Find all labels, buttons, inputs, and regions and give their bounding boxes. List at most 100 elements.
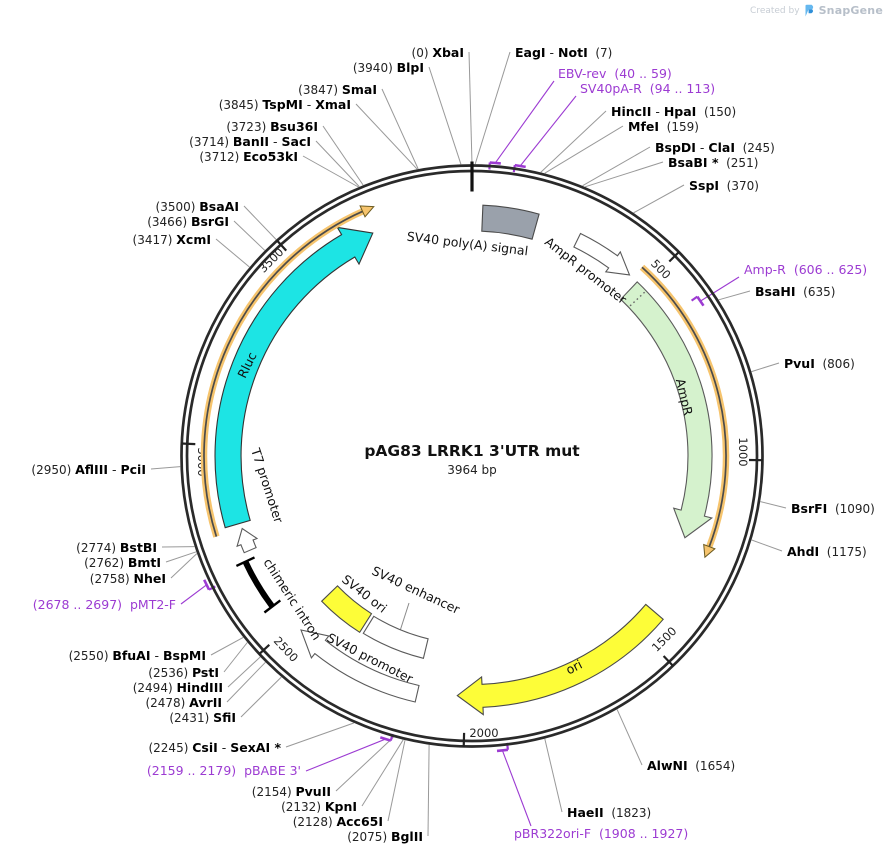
enzyme-label-bsu36i[interactable]: (3723) Bsu36I — [226, 119, 318, 134]
primer-label-pbr322ori-f[interactable]: pBR322ori-F (1908 .. 1927) — [514, 826, 688, 841]
orf-arrow-head-ampr-reading-frame — [703, 543, 716, 559]
enzyme-label-pvui[interactable]: PvuI (806) — [784, 356, 855, 371]
enzyme-line-pvui — [751, 362, 780, 373]
primer-label-pbabe-3[interactable]: (2159 .. 2179) pBABE 3' — [147, 763, 301, 778]
enzyme-label-banii-saci[interactable]: (3714) BanII - SacI — [189, 134, 311, 149]
primer-label-sv40pa-r[interactable]: SV40pA-R (94 .. 113) — [580, 81, 715, 96]
enzyme-label-eagi-noti[interactable]: EagI - NotI (7) — [515, 45, 612, 60]
enzyme-line-avrii — [226, 661, 266, 703]
feature-sv40-promoter[interactable] — [300, 629, 420, 703]
enzyme-label-bsrfi[interactable]: BsrFI (1090) — [791, 501, 875, 516]
ruler-tick-3500 — [275, 239, 288, 252]
enzyme-line-bspdi-clai — [582, 146, 651, 187]
primer-line-pmt2-f — [180, 584, 207, 605]
primer-mark-pmt2-f — [203, 579, 211, 591]
primer-label-amp-r[interactable]: Amp-R (606 .. 625) — [744, 262, 867, 277]
enzyme-label-xcmi[interactable]: (3417) XcmI — [133, 232, 211, 247]
enzyme-line-bsu36i — [322, 125, 364, 186]
enzyme-label-tspmi-xmai[interactable]: (3845) TspMI - XmaI — [219, 97, 351, 112]
enzyme-label-bsaai[interactable]: (3500) BsaAI — [156, 199, 239, 214]
enzyme-label-avrii[interactable]: (2478) AvrII — [145, 695, 222, 710]
enzyme-label-ahdi[interactable]: AhdI (1175) — [787, 544, 867, 559]
primer-label-ebv-rev[interactable]: EBV-rev (40 .. 59) — [558, 66, 672, 81]
enzyme-line-bsabi — [584, 161, 664, 188]
ruler-tick-3000 — [181, 442, 196, 446]
enzyme-label-eco53ki[interactable]: (3712) Eco53kI — [199, 149, 298, 164]
feature-t7-promoter[interactable] — [236, 527, 259, 554]
enzyme-label-sfii[interactable]: (2431) SfiI — [169, 710, 236, 725]
enzyme-line-afliii-pcii — [150, 466, 181, 470]
enzyme-label-pvuii[interactable]: (2154) PvuII — [252, 784, 331, 799]
primer-mark-nub-amp-r — [690, 295, 698, 302]
enzyme-label-bstbi[interactable]: (2774) BstBI — [76, 540, 157, 555]
feature-chimeric-intron-cap-0 — [263, 599, 282, 614]
feature-ampr-truncation-dots — [629, 291, 646, 307]
feature-ampr-promoter[interactable] — [573, 232, 631, 276]
enzyme-label-bmti[interactable]: (2762) BmtI — [84, 555, 161, 570]
enzyme-line-eagi-noti — [474, 51, 511, 165]
enzyme-line-blpi — [428, 66, 462, 165]
enzyme-label-bsabi[interactable]: BsaBI * (251) — [668, 155, 758, 170]
enzyme-line-xcmi — [215, 238, 250, 268]
enzyme-label-bspdi-clai[interactable]: BspDI - ClaI (245) — [655, 140, 775, 155]
enzyme-label-hindiii[interactable]: (2494) HindIII — [133, 680, 223, 695]
enzyme-label-afliii-pcii[interactable]: (2950) AflIII - PciI — [31, 462, 146, 477]
feature-sv40-poly-a-signal[interactable] — [481, 204, 540, 240]
watermark-created-by: Created by — [750, 5, 800, 16]
feature-label-t7-promoter[interactable]: T7 promoter — [248, 445, 287, 525]
enzyme-line-ahdi — [751, 539, 783, 552]
primer-mark-pbabe-3 — [379, 736, 392, 742]
enzyme-line-banii-saci — [315, 140, 360, 187]
enzyme-line-hincii-hpai — [540, 110, 607, 173]
enzyme-line-mfei — [544, 125, 624, 174]
enzyme-label-csii-sexai[interactable]: (2245) CsiI - SexAI * — [148, 740, 281, 755]
enzyme-line-psti — [223, 642, 248, 673]
enzyme-line-pvuii — [335, 736, 394, 792]
snapgene-watermark: Created by SnapGene — [750, 4, 883, 17]
feature-line-sv40-enhancer — [399, 602, 410, 632]
enzyme-label-sspi[interactable]: SspI (370) — [689, 178, 759, 193]
enzyme-label-bglii[interactable]: (2075) BglII — [347, 829, 423, 844]
primer-line-pbabe-3 — [305, 738, 386, 772]
enzyme-label-nhei[interactable]: (2758) NheI — [90, 571, 166, 586]
enzyme-label-kpni[interactable]: (2132) KpnI — [281, 799, 357, 814]
snapgene-logo-icon — [804, 4, 815, 17]
enzyme-line-bsrfi — [760, 501, 787, 509]
enzyme-label-bsahi[interactable]: BsaHI (635) — [755, 284, 835, 299]
enzyme-label-hincii-hpai[interactable]: HincII - HpaI (150) — [611, 104, 736, 119]
feature-label-ori[interactable]: ori — [563, 657, 584, 678]
enzyme-line-nhei — [170, 553, 198, 579]
enzyme-line-bsaai — [243, 205, 277, 240]
enzyme-line-smai — [381, 88, 419, 170]
enzyme-label-blpi[interactable]: (3940) BlpI — [353, 60, 424, 75]
enzyme-label-alwni[interactable]: AlwNI (1654) — [647, 758, 735, 773]
enzyme-label-haeii[interactable]: HaeII (1823) — [567, 805, 651, 820]
enzyme-line-csii-sexai — [285, 722, 354, 748]
enzyme-label-bfuai-bspmi[interactable]: (2550) BfuAI - BspMI — [69, 648, 206, 663]
orf-arrow-core-ampr-reading-frame — [641, 266, 727, 549]
primer-line-sv40pa-r — [519, 95, 577, 167]
primer-label-pmt2-f[interactable]: (2678 .. 2697) pMT2-F — [33, 597, 176, 612]
enzyme-label-bsrgi[interactable]: (3466) BsrGI — [147, 214, 229, 229]
ruler-tick-label-1000: 1000 — [736, 437, 750, 466]
feature-ampr[interactable] — [619, 281, 714, 539]
enzyme-label-psti[interactable]: (2536) PstI — [148, 665, 219, 680]
enzyme-label-acc65i[interactable]: (2128) Acc65I — [293, 814, 383, 829]
enzyme-line-bfuai-bspmi — [210, 636, 244, 656]
enzyme-line-haeii — [544, 738, 563, 813]
primer-mark-ebv-rev — [489, 161, 501, 165]
orf-arrow-core-rluc-reading-frame — [203, 210, 365, 537]
feature-sv40-ori[interactable] — [320, 585, 373, 634]
enzyme-line-xbai — [468, 51, 473, 165]
feature-sv40-enhancer[interactable] — [362, 615, 429, 659]
enzyme-line-acc65i — [387, 740, 406, 822]
enzyme-label-mfei[interactable]: MfeI (159) — [628, 119, 699, 134]
enzyme-line-kpni — [361, 739, 404, 807]
plasmid-title: pAG83 LRRK1 3'UTR mut — [364, 442, 580, 460]
enzyme-label-smai[interactable]: (3847) SmaI — [298, 82, 377, 97]
feature-ori[interactable] — [456, 603, 664, 716]
feature-rluc[interactable] — [214, 226, 374, 529]
enzyme-label-xbai[interactable]: (0) XbaI — [412, 45, 464, 60]
